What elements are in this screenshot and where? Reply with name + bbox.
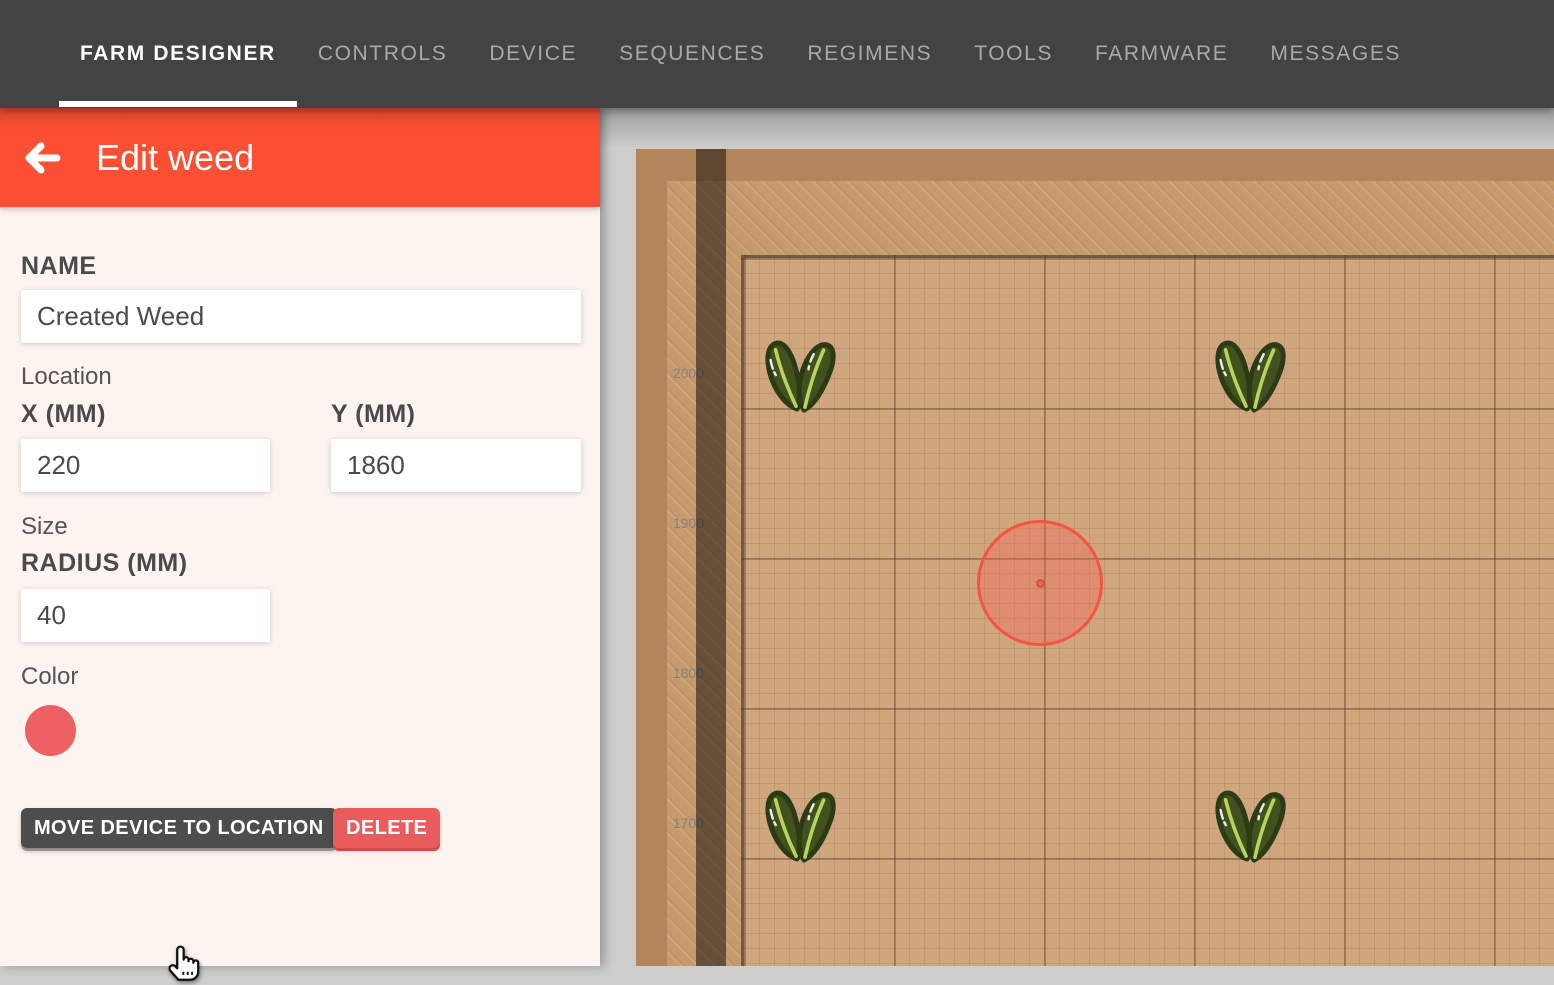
nav-tab-messages[interactable]: MESSAGES	[1249, 0, 1422, 108]
nav-tab-regimens[interactable]: REGIMENS	[786, 0, 953, 108]
garden-grid	[741, 255, 1554, 966]
name-input[interactable]	[21, 290, 581, 343]
panel-header: Edit weed	[0, 108, 600, 207]
nav-tab-farmware[interactable]: FARMWARE	[1074, 0, 1249, 108]
nav-items: FARM DESIGNER CONTROLS DEVICE SEQUENCES …	[59, 0, 1422, 108]
x-label: X (MM)	[21, 400, 106, 429]
cursor-pointer-icon	[163, 939, 205, 985]
location-label: Location	[21, 363, 112, 391]
top-nav: FARM DESIGNER CONTROLS DEVICE SEQUENCES …	[0, 0, 1554, 108]
axis-label: 1700	[644, 813, 704, 833]
radius-label: RADIUS (MM)	[21, 549, 188, 578]
back-arrow-icon	[22, 141, 62, 175]
axis-label: 1900	[644, 513, 704, 533]
garden-map[interactable]: 2000 1900 1800 1700	[600, 108, 1554, 966]
plant-icon[interactable]	[1210, 779, 1290, 863]
panel-title: Edit weed	[96, 137, 254, 179]
nav-tab-sequences[interactable]: SEQUENCES	[598, 0, 786, 108]
nav-shadow	[600, 108, 1554, 148]
y-label: Y (MM)	[331, 400, 415, 429]
back-button[interactable]	[22, 130, 78, 186]
plant-icon[interactable]	[760, 779, 840, 863]
weed-marker[interactable]	[977, 520, 1103, 646]
weed-center-dot	[1036, 579, 1045, 588]
radius-input[interactable]	[21, 589, 270, 642]
y-input[interactable]	[331, 439, 581, 492]
plant-icon[interactable]	[760, 329, 840, 413]
nav-tab-farm-designer[interactable]: FARM DESIGNER	[59, 0, 297, 108]
delete-button[interactable]: DELETE	[333, 808, 440, 848]
x-input[interactable]	[21, 439, 270, 492]
color-label: Color	[21, 663, 78, 691]
size-label: Size	[21, 513, 68, 541]
nav-tab-controls[interactable]: CONTROLS	[297, 0, 468, 108]
name-label: NAME	[21, 252, 97, 281]
color-swatch[interactable]	[25, 705, 76, 756]
axis-label: 2000	[644, 363, 704, 383]
plant-icon[interactable]	[1210, 329, 1290, 413]
move-device-to-location-button[interactable]: MOVE DEVICE TO LOCATION	[21, 808, 337, 848]
axis-label: 1800	[644, 663, 704, 683]
gantry-track-bar[interactable]	[696, 149, 726, 966]
edit-weed-panel: Edit weed NAME Location X (MM) Y (MM) Si…	[0, 108, 600, 966]
nav-tab-tools[interactable]: TOOLS	[953, 0, 1074, 108]
nav-tab-device[interactable]: DEVICE	[468, 0, 598, 108]
